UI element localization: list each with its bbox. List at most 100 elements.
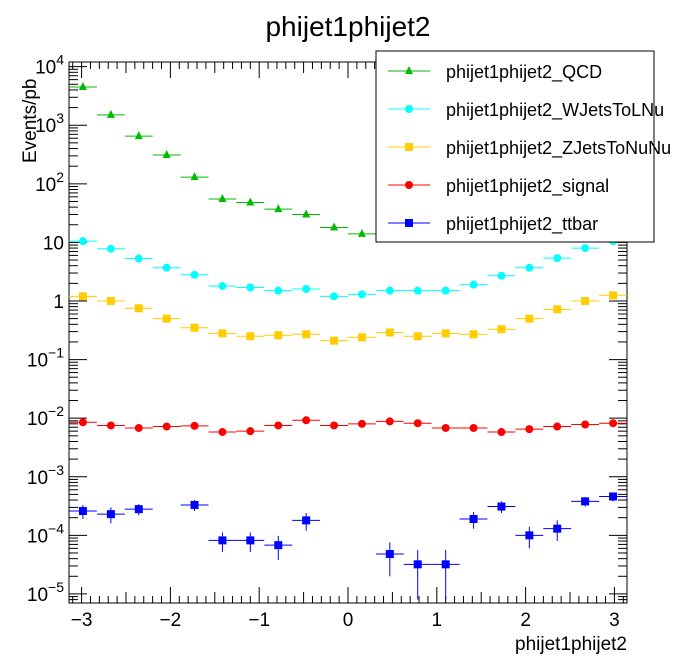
data-point bbox=[385, 550, 394, 559]
data-point bbox=[134, 304, 143, 313]
data-point bbox=[190, 421, 199, 430]
y-tick-label: 102 bbox=[35, 169, 64, 196]
data-point bbox=[497, 271, 506, 280]
y-tick-label: 10 bbox=[43, 233, 64, 254]
data-point bbox=[525, 531, 534, 540]
data-point bbox=[246, 283, 255, 292]
data-point bbox=[218, 428, 227, 437]
legend-marker bbox=[405, 143, 413, 151]
data-point bbox=[274, 541, 283, 550]
data-point bbox=[302, 516, 311, 525]
data-point bbox=[581, 296, 590, 305]
data-point bbox=[218, 329, 227, 338]
data-point bbox=[190, 270, 199, 279]
data-point bbox=[525, 314, 534, 323]
data-point bbox=[78, 418, 87, 427]
legend-marker bbox=[405, 181, 413, 189]
data-point bbox=[78, 292, 87, 301]
x-axis-label: phijet1phijet2 bbox=[515, 634, 627, 655]
data-point bbox=[78, 507, 87, 516]
data-point bbox=[162, 314, 171, 323]
y-tick-label: 10−1 bbox=[27, 345, 64, 372]
data-point bbox=[190, 323, 199, 332]
data-point bbox=[385, 417, 394, 426]
data-point bbox=[357, 419, 366, 428]
series-phijet1phijet2_WJetsToLNu bbox=[68, 237, 628, 301]
y-tick-label: 10−3 bbox=[27, 462, 64, 489]
data-point bbox=[469, 423, 478, 432]
data-point bbox=[385, 286, 394, 295]
data-point bbox=[525, 425, 534, 434]
data-point bbox=[302, 330, 311, 339]
data-point bbox=[134, 254, 143, 263]
data-point bbox=[609, 492, 618, 501]
data-point bbox=[497, 428, 506, 437]
data-point bbox=[190, 172, 199, 181]
data-point bbox=[609, 291, 618, 300]
y-tick-label: 10−5 bbox=[27, 579, 64, 606]
data-point bbox=[609, 419, 618, 428]
data-point bbox=[469, 280, 478, 289]
data-point bbox=[441, 329, 450, 338]
data-point bbox=[190, 500, 199, 509]
data-point bbox=[246, 332, 255, 341]
chart-title: phijet1phijet2 bbox=[265, 11, 430, 42]
data-point bbox=[525, 263, 534, 272]
legend-item: phijet1phijet2_ttbar bbox=[388, 214, 598, 235]
legend-label: phijet1phijet2_WJetsToLNu bbox=[446, 100, 664, 121]
data-point bbox=[413, 332, 422, 341]
series-phijet1phijet2_ZJetsToNuNu bbox=[68, 291, 628, 345]
data-point bbox=[581, 244, 590, 253]
y-tick-label: 1 bbox=[53, 292, 64, 313]
data-point bbox=[497, 502, 506, 511]
data-point bbox=[106, 421, 115, 430]
x-tick-label: 1 bbox=[432, 610, 443, 631]
x-tick-label: −2 bbox=[160, 610, 182, 631]
data-point bbox=[106, 296, 115, 305]
data-point bbox=[357, 228, 366, 237]
legend-item: phijet1phijet2_WJetsToLNu bbox=[388, 100, 664, 121]
data-point bbox=[330, 336, 339, 345]
data-point bbox=[357, 290, 366, 299]
data-point bbox=[553, 254, 562, 263]
data-point bbox=[218, 536, 227, 545]
data-point bbox=[581, 420, 590, 429]
series-phijet1phijet2_QCD bbox=[68, 81, 376, 237]
y-tick-label: 10−2 bbox=[27, 403, 64, 430]
data-point bbox=[134, 505, 143, 514]
data-point bbox=[162, 150, 171, 159]
x-tick-label: 3 bbox=[609, 610, 620, 631]
series-phijet1phijet2_signal bbox=[68, 416, 628, 437]
data-point bbox=[553, 524, 562, 533]
data-point bbox=[302, 416, 311, 425]
x-tick-label: −1 bbox=[248, 610, 270, 631]
data-point bbox=[302, 209, 311, 218]
y-axis-label: Events/pb bbox=[20, 79, 41, 164]
data-point bbox=[413, 419, 422, 428]
axes: −3 −2 −1 0 1 2 3 10−5 10−4 10−3 10−2 10−1 1 10 102 103 1… bbox=[27, 52, 627, 631]
data-point bbox=[274, 421, 283, 430]
data-point bbox=[134, 131, 143, 140]
data-point bbox=[218, 194, 227, 203]
data-point bbox=[469, 330, 478, 339]
data-point bbox=[330, 292, 339, 301]
data-point bbox=[78, 237, 87, 246]
legend: phijet1phijet2_QCD phijet1phijet2_WJetsTo… bbox=[375, 50, 671, 243]
legend-label: phijet1phijet2_ttbar bbox=[446, 214, 598, 235]
legend-item: phijet1phijet2_ZJetsToNuNu bbox=[388, 138, 671, 159]
data-point bbox=[441, 423, 450, 432]
data-point bbox=[357, 333, 366, 342]
data-point bbox=[441, 286, 450, 295]
data-point bbox=[106, 244, 115, 253]
legend-label: phijet1phijet2_QCD bbox=[446, 62, 602, 83]
data-point bbox=[134, 423, 143, 432]
data-point bbox=[274, 331, 283, 340]
data-point bbox=[106, 109, 115, 118]
legend-item: phijet1phijet2_signal bbox=[388, 176, 609, 197]
data-point bbox=[553, 422, 562, 431]
legend-item: phijet1phijet2_QCD bbox=[388, 62, 602, 83]
series-layer bbox=[68, 81, 628, 600]
legend-marker bbox=[405, 66, 413, 74]
data-point bbox=[469, 515, 478, 524]
